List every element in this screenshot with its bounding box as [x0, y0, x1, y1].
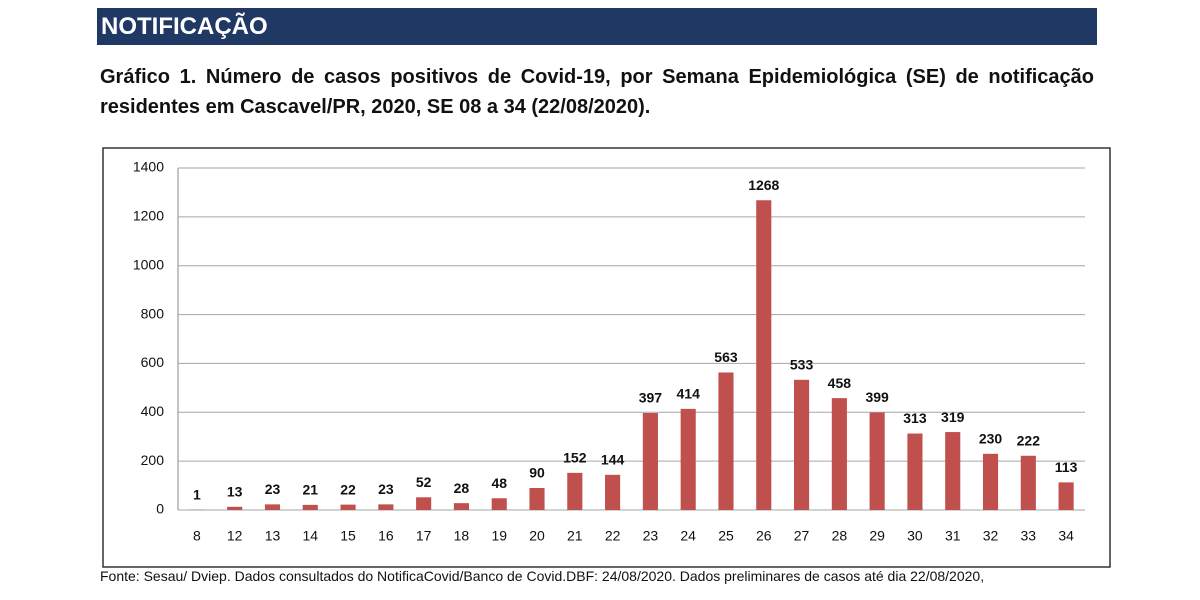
data-label: 22 — [340, 481, 356, 497]
x-tick-label: 27 — [794, 528, 810, 544]
x-tick-label: 29 — [869, 528, 885, 544]
bar — [907, 433, 923, 510]
data-label: 90 — [529, 465, 545, 481]
bar — [567, 472, 583, 510]
y-tick-label: 400 — [141, 403, 165, 419]
y-tick-label: 0 — [156, 501, 164, 517]
x-tick-label: 28 — [832, 528, 848, 544]
bar — [831, 398, 847, 510]
bar — [756, 200, 772, 510]
x-tick-label: 32 — [983, 528, 999, 544]
x-tick-label: 24 — [680, 528, 696, 544]
data-label: 1 — [193, 486, 201, 502]
y-tick-label: 600 — [141, 354, 165, 370]
bar — [416, 497, 432, 510]
bar — [1058, 482, 1074, 510]
section-header: NOTIFICAÇÃO — [97, 8, 1097, 45]
bar — [491, 498, 507, 510]
data-label: 21 — [302, 482, 318, 498]
data-label: 48 — [491, 475, 507, 491]
x-tick-label: 31 — [945, 528, 961, 544]
data-label: 1268 — [748, 177, 779, 193]
x-tick-label: 20 — [529, 528, 545, 544]
data-label: 230 — [979, 431, 1003, 447]
data-label: 52 — [416, 474, 432, 490]
bar — [264, 504, 281, 510]
bar — [642, 413, 658, 510]
data-label: 563 — [714, 349, 738, 365]
y-tick-label: 200 — [141, 452, 165, 468]
x-tick-label: 14 — [302, 528, 318, 544]
x-tick-label: 34 — [1058, 528, 1074, 544]
data-label: 313 — [903, 410, 927, 426]
bar — [869, 412, 885, 510]
bar — [982, 453, 999, 510]
bar — [1020, 455, 1036, 510]
data-label: 458 — [828, 375, 852, 391]
x-tick-label: 18 — [454, 528, 470, 544]
x-tick-label: 26 — [756, 528, 772, 544]
bar — [529, 488, 545, 510]
bar — [378, 504, 394, 510]
source-note: Fonte: Sesau/ Dviep. Dados consultados d… — [100, 568, 985, 584]
bar — [227, 506, 243, 510]
chart-title: Gráfico 1. Número de casos positivos de … — [100, 66, 1094, 118]
data-label: 152 — [563, 450, 587, 466]
x-tick-label: 8 — [193, 528, 201, 544]
x-tick-label: 13 — [265, 528, 281, 544]
data-label: 397 — [639, 390, 663, 406]
data-label: 319 — [941, 409, 965, 425]
data-label: 222 — [1017, 432, 1041, 448]
bar — [453, 503, 469, 510]
bar — [340, 504, 356, 510]
x-tick-label: 15 — [340, 528, 356, 544]
bar — [680, 408, 696, 510]
data-label: 414 — [677, 386, 701, 402]
x-tick-label: 17 — [416, 528, 432, 544]
data-label: 113 — [1055, 459, 1078, 475]
bar — [605, 474, 621, 510]
x-tick-label: 16 — [378, 528, 394, 544]
y-tick-label: 1000 — [133, 256, 164, 272]
data-label: 144 — [601, 452, 625, 468]
x-tick-label: 19 — [491, 528, 507, 544]
data-label: 23 — [265, 481, 281, 497]
x-tick-label: 12 — [227, 528, 243, 544]
data-label: 28 — [454, 480, 470, 496]
y-tick-label: 800 — [141, 305, 165, 321]
bar — [794, 379, 810, 510]
data-label: 13 — [227, 484, 243, 500]
data-label: 399 — [865, 389, 889, 405]
x-tick-label: 33 — [1021, 528, 1037, 544]
data-label: 533 — [790, 356, 814, 372]
bar — [945, 432, 961, 510]
bar — [302, 504, 318, 510]
x-tick-label: 30 — [907, 528, 923, 544]
x-tick-label: 22 — [605, 528, 621, 544]
chart-frame — [102, 147, 1111, 568]
bar — [718, 372, 734, 510]
y-tick-label: 1400 — [133, 159, 164, 175]
x-tick-label: 23 — [643, 528, 659, 544]
x-tick-label: 25 — [718, 528, 734, 544]
x-tick-label: 21 — [567, 528, 583, 544]
y-tick-label: 1200 — [133, 208, 164, 224]
data-label: 23 — [378, 481, 394, 497]
